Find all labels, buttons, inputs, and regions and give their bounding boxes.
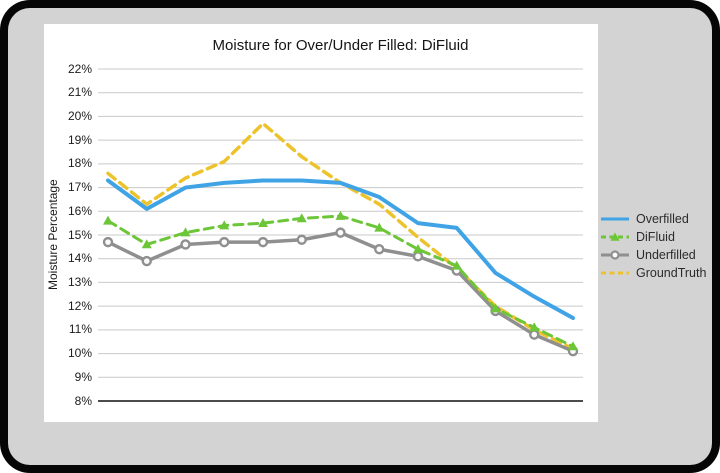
y-tick-label: 12% (67, 298, 92, 313)
triangle-marker (529, 322, 540, 332)
circle-marker (610, 250, 620, 260)
legend-swatch-icon (601, 232, 629, 241)
series-line-overfilled (106, 178, 575, 320)
legend-label: Overfilled (636, 212, 689, 226)
legend: Overfilled DiFluid Underfilled GroundTruth (600, 212, 706, 284)
triangle-marker (103, 215, 113, 225)
y-tick-label: 22% (67, 61, 92, 76)
y-tick-label: 18% (67, 156, 92, 171)
y-tick-label: 8% (74, 393, 92, 408)
circle-marker (102, 236, 114, 248)
triangle-marker (490, 303, 501, 313)
y-tick-label: 9% (74, 369, 92, 384)
circle-marker (374, 244, 385, 255)
legend-item-overfilled: Overfilled (600, 212, 706, 226)
circle-marker (180, 239, 191, 250)
triangle-marker (141, 239, 152, 249)
circle-marker (335, 227, 346, 238)
triangle-marker (451, 260, 462, 270)
legend-item-difluid: DiFluid (600, 230, 706, 244)
plot-area (98, 68, 583, 402)
series-line-underfilled (106, 230, 575, 353)
legend-swatch-icon (601, 217, 629, 221)
y-tick-label: 15% (67, 227, 92, 242)
triangle-marker (568, 341, 578, 351)
legend-label: Underfilled (636, 248, 696, 262)
triangle-marker (180, 227, 191, 237)
y-tick-label: 11% (68, 322, 92, 337)
triangle-marker (610, 232, 620, 241)
circle-marker (257, 236, 269, 248)
circle-marker (296, 234, 307, 245)
y-tick-label: 17% (67, 180, 92, 195)
y-tick-label: 14% (67, 251, 92, 266)
legend-item-groundtruth: GroundTruth (600, 266, 706, 280)
triangle-marker (335, 210, 346, 220)
y-tick-label: 19% (67, 132, 92, 147)
y-tick-label: 20% (67, 108, 92, 123)
chart-title: Moisture for Over/Under Filled: DiFluid (212, 37, 469, 54)
triangle-marker (413, 244, 423, 254)
circle-marker (412, 251, 424, 262)
legend-swatch-icon (601, 271, 629, 275)
chart-panel: Moisture for Over/Under Filled: DiFluid … (8, 8, 712, 465)
circle-marker (141, 255, 152, 267)
legend-label: DiFluid (636, 230, 675, 244)
circle-marker (529, 329, 540, 340)
triangle-marker (219, 220, 230, 230)
chart-card: Moisture for Over/Under Filled: DiFluid … (44, 24, 598, 422)
triangle-marker (374, 222, 385, 232)
triangle-marker (296, 213, 307, 223)
legend-item-underfilled: Underfilled (600, 248, 706, 262)
y-axis-ticks: 22% 21% 20% 19% 18% 17% 16% 15% 14% 13% 12% 11% 10% 9… (52, 62, 92, 408)
legend-label: GroundTruth (636, 266, 707, 280)
legend-swatch-icon (601, 250, 629, 260)
y-tick-label: 13% (67, 274, 92, 289)
y-tick-label: 10% (67, 346, 92, 361)
circle-marker (219, 236, 230, 248)
y-tick-label: 16% (67, 203, 92, 218)
triangle-marker (258, 217, 268, 227)
y-tick-label: 21% (67, 85, 92, 100)
